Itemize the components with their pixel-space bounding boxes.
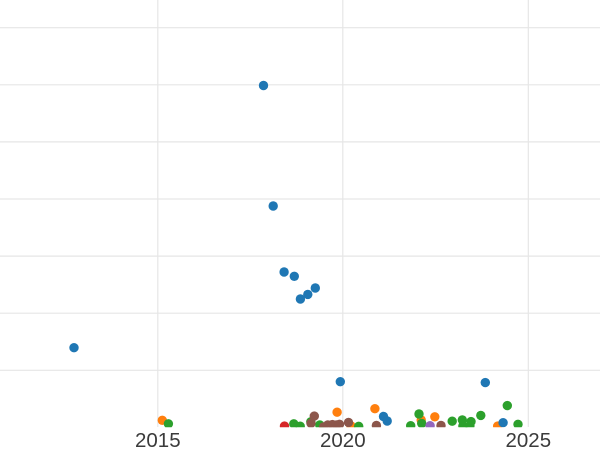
svg-text:2020: 2020 bbox=[320, 429, 366, 450]
svg-text:2025: 2025 bbox=[505, 429, 551, 450]
svg-text:2015: 2015 bbox=[135, 429, 181, 450]
